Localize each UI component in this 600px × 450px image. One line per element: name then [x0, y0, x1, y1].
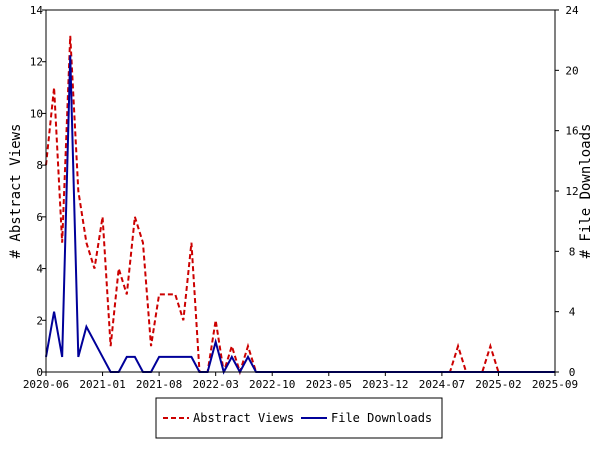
x-tick-label: 2021-01 [79, 378, 125, 391]
x-tick-label: 2025-02 [475, 378, 521, 391]
y-left-tick-label: 14 [30, 4, 44, 17]
legend-label-abstract-views: Abstract Views [193, 411, 294, 425]
y-right-tick-label: 12 [565, 185, 578, 198]
y-right-tick-label: 4 [569, 306, 576, 319]
series-line-abstract-views [45, 35, 555, 376]
legend-label-file-downloads: File Downloads [331, 411, 432, 425]
y-right-tick-label: 16 [565, 125, 578, 138]
legend: Abstract Views File Downloads [155, 397, 443, 439]
x-tick-label: 2020-06 [23, 378, 69, 391]
x-tick-label: 2023-05 [306, 378, 352, 391]
x-tick-label: 2025-09 [532, 378, 578, 391]
y-axis-right-title: # File Downloads [578, 124, 594, 259]
legend-box [155, 397, 443, 439]
y-right-tick-label: 8 [569, 245, 576, 258]
y-left-tick-label: 6 [36, 211, 43, 224]
y-axis-left-title: # Abstract Views [8, 124, 24, 259]
y-right-tick-label: 20 [565, 64, 578, 77]
y-right-tick-label: 24 [565, 4, 579, 17]
y-right-tick-label: 0 [569, 366, 576, 379]
y-left-tick-label: 10 [30, 107, 43, 120]
x-tick-label: 2024-07 [419, 378, 465, 391]
x-tick-label: 2022-10 [249, 378, 295, 391]
y-left-tick-label: 4 [36, 263, 43, 276]
series-line-file-downloads [45, 55, 555, 375]
plot-frame [45, 9, 556, 373]
x-tick-label: 2021-08 [136, 378, 182, 391]
y-left-tick-label: 8 [36, 159, 43, 172]
y-left-tick-label: 0 [36, 366, 43, 379]
x-tick-label: 2022-03 [192, 378, 238, 391]
x-tick-label: 2023-12 [362, 378, 408, 391]
y-left-tick-label: 2 [36, 314, 43, 327]
y-left-tick-label: 12 [30, 56, 43, 69]
